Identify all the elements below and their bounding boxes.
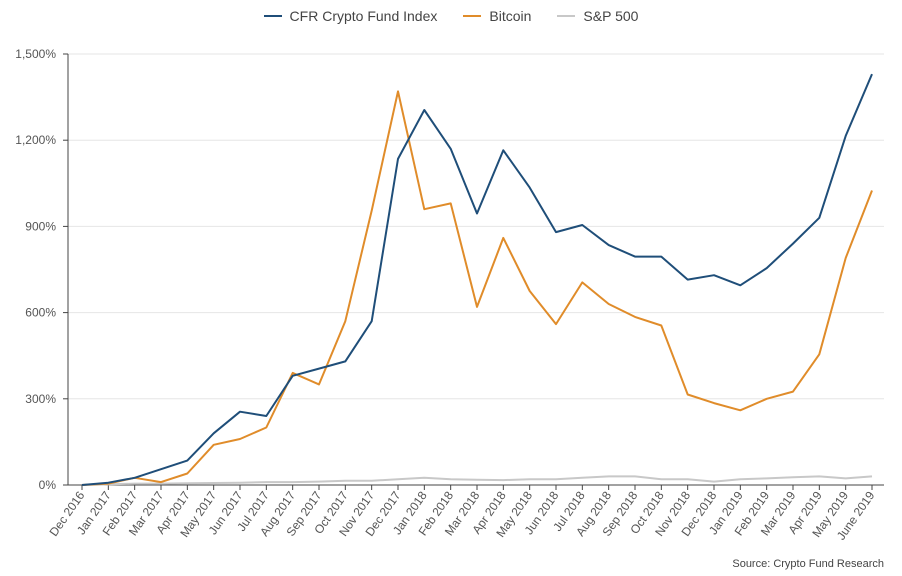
legend-item-bitcoin[interactable]: Bitcoin	[463, 8, 531, 24]
legend-item-sp500[interactable]: S&P 500	[557, 8, 638, 24]
legend-swatch-cfr	[263, 15, 282, 17]
series-line-cfr-crypto-fund-index[interactable]	[81, 73, 873, 486]
y-tick-label: 900%	[25, 219, 56, 233]
y-tick-label: 0%	[39, 478, 57, 492]
series-lines	[81, 73, 873, 486]
y-tick-label: 1,200%	[15, 133, 56, 147]
source-note: Source: Crypto Fund Research	[732, 558, 884, 570]
y-tick-label: 300%	[25, 392, 56, 406]
legend-label-sp500: S&P 500	[583, 8, 639, 24]
legend-swatch-sp500	[557, 15, 576, 17]
grid-lines	[68, 53, 884, 486]
y-tick-label: 1,500%	[15, 47, 56, 61]
legend-swatch-bitcoin	[463, 15, 482, 17]
legend-label-bitcoin: Bitcoin	[489, 8, 532, 24]
legend: CFR Crypto Fund Index Bitcoin S&P 500	[0, 8, 902, 24]
y-axis: 0% 300% 600% 900% 1,200% 1,500%	[15, 47, 69, 492]
series-line-s-p-500[interactable]	[81, 475, 873, 486]
legend-label-cfr: CFR Crypto Fund Index	[289, 8, 438, 24]
legend-item-cfr[interactable]: CFR Crypto Fund Index	[263, 8, 438, 24]
series-line-bitcoin[interactable]	[81, 90, 873, 486]
y-tick-label: 600%	[25, 306, 56, 320]
